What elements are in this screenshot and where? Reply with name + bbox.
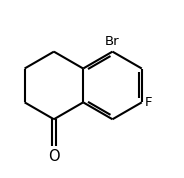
Text: O: O (48, 149, 60, 164)
Text: Br: Br (105, 35, 120, 48)
Text: F: F (145, 96, 153, 109)
